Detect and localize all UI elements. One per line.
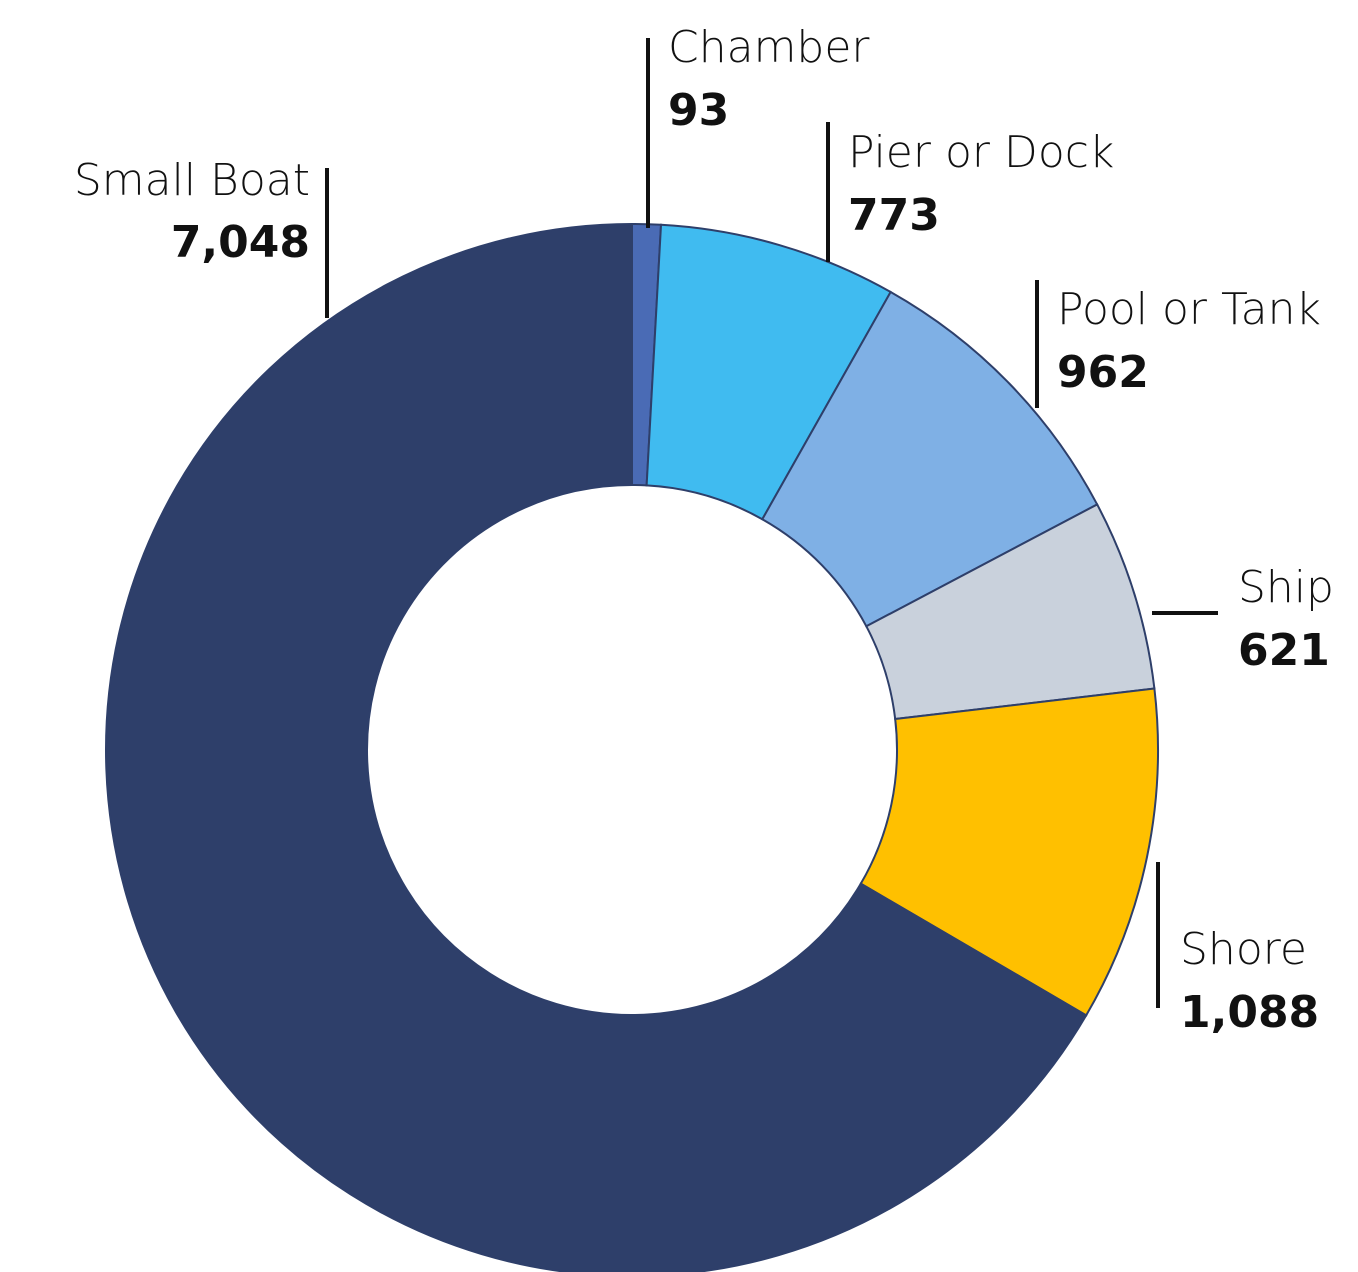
slice-label: Shore xyxy=(1180,924,1307,975)
slice-label: Pool or Tank xyxy=(1057,284,1321,335)
value-label: 962 xyxy=(1057,347,1149,398)
slice-label: Ship xyxy=(1238,562,1334,613)
slice-label: Small Boat xyxy=(74,155,310,206)
slice xyxy=(859,687,1159,1017)
slice xyxy=(105,222,1088,1272)
value-label: 7,048 xyxy=(171,217,310,268)
value-label: 773 xyxy=(848,190,940,241)
value-label: 1,088 xyxy=(1180,987,1319,1038)
value-label: 93 xyxy=(668,85,729,136)
slice-label: Chamber xyxy=(668,22,870,73)
slice-label: Pier or Dock xyxy=(848,127,1114,178)
value-label: 621 xyxy=(1238,625,1330,676)
